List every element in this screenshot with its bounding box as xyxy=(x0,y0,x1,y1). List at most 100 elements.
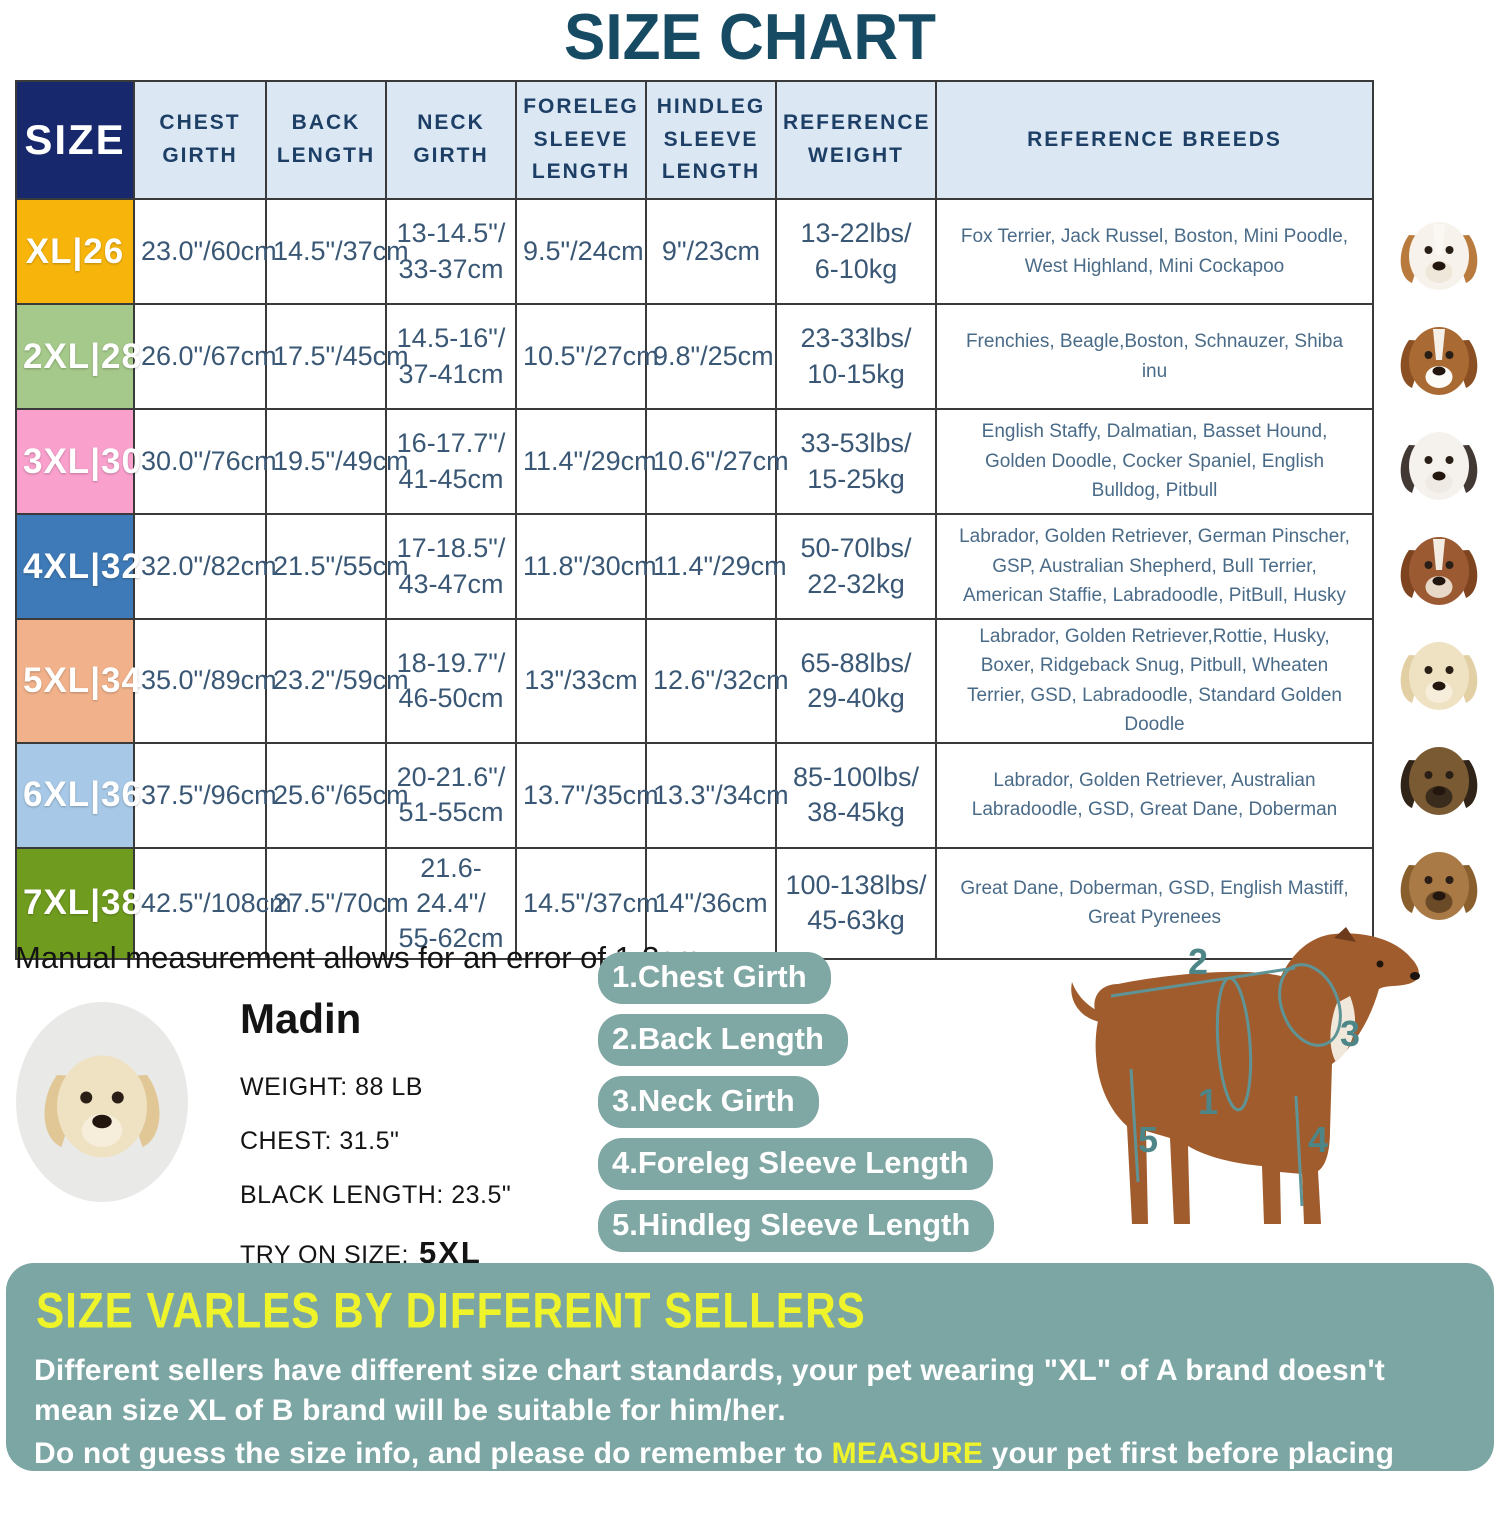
reference-breeds-value: Fox Terrier, Jack Russel, Boston, Mini P… xyxy=(935,198,1374,305)
reference-breeds-value: Labrador, Golden Retriever, Australian L… xyxy=(935,741,1374,849)
size-label-6xl: 6XL|36 xyxy=(15,741,141,849)
size-warning-line2: Do not guess the size info, and please d… xyxy=(34,1434,1470,1513)
marker-chest-girth: 1 xyxy=(1198,1081,1218,1122)
reference-breeds-value: Labrador, Golden Retriever, German Pinsc… xyxy=(935,513,1374,620)
foreleg-sleeve-value: 11.8"/30cm xyxy=(515,513,657,620)
hindleg-sleeve-value: 10.6"/27cm xyxy=(645,408,789,515)
jack-russell-terrier-photo xyxy=(1384,203,1494,303)
back-length-value: 21.5"/55cm xyxy=(265,513,409,620)
reference-breeds-value: Great Dane, Doberman, GSD, English Masti… xyxy=(935,846,1374,961)
size-warning-heading: SIZE VARLES BY DIFFERENT SELLERS xyxy=(36,1281,866,1339)
back-length-value: 27.5"/70cm xyxy=(265,846,409,961)
great-dane-photo xyxy=(1384,833,1494,933)
reference-breeds-value: English Staffy, Dalmatian, Basset Hound,… xyxy=(935,408,1374,515)
neck-girth-value: 20-21.6"/ 51-55cm xyxy=(385,741,517,849)
table-row: XL|26 23.0"/60cm 14.5"/37cm 13-14.5"/ 33… xyxy=(15,198,1374,305)
size-label-3xl: 3XL|30 xyxy=(15,408,141,515)
table-row: 7XL|38 42.5"/108cm 27.5"/70cm 21.6-24.4"… xyxy=(15,846,1374,961)
neck-girth-value: 18-19.7"/ 46-50cm xyxy=(385,618,517,744)
measure-guide-neck-girth: 3.Neck Girth xyxy=(598,1076,819,1128)
reference-breeds-value: Labrador, Golden Retriever,Rottie, Husky… xyxy=(935,618,1374,744)
labrador-photo xyxy=(1384,623,1494,723)
hindleg-sleeve-value: 11.4"/29cm xyxy=(645,513,787,620)
measure-guide-back-length: 2.Back Length xyxy=(598,1014,848,1066)
neck-girth-value: 16-17.7"/ 41-45cm xyxy=(385,408,517,515)
table-row: 3XL|30 30.0"/76cm 19.5"/49cm 16-17.7"/ 4… xyxy=(15,408,1374,515)
dog-tail xyxy=(1071,982,1104,1022)
header-back-length: BACK LENGTH xyxy=(265,80,387,200)
dog-chest-patch xyxy=(1330,996,1356,1062)
german-shepherd-photo xyxy=(1384,728,1494,828)
hindleg-sleeve-value: 14"/36cm xyxy=(645,846,777,961)
hindleg-sleeve-value: 12.6"/32cm xyxy=(645,618,789,744)
table-row: 5XL|34 35.0"/89cm 23.2"/59cm 18-19.7"/ 4… xyxy=(15,618,1374,744)
header-chest-girth: CHEST GIRTH xyxy=(133,80,267,200)
foreleg-sleeve-value: 14.5"/37cm xyxy=(515,846,659,961)
marker-hindleg-sleeve: 5 xyxy=(1138,1119,1158,1160)
hindleg-sleeve-value: 9.8"/25cm xyxy=(645,303,777,410)
measure-guide-list: 1.Chest Girth 2.Back Length 3.Neck Girth… xyxy=(598,952,995,1262)
model-weight: WEIGHT: 88 LB xyxy=(240,1073,423,1101)
neck-girth-value: 21.6-24.4"/ 55-62cm xyxy=(385,846,517,961)
marker-neck-girth: 3 xyxy=(1340,1013,1360,1054)
dog-eye xyxy=(1376,960,1384,968)
table-header-row: SIZE CHEST GIRTH BACK LENGTH NECK GIRTH … xyxy=(15,80,1374,200)
foreleg-sleeve-value: 13"/33cm xyxy=(515,618,647,744)
header-reference-breeds: REFERENCE BREEDS xyxy=(935,80,1374,200)
table-row: 2XL|28 26.0"/67cm 17.5"/45cm 14.5-16"/ 3… xyxy=(15,303,1374,410)
marker-foreleg-sleeve: 4 xyxy=(1308,1119,1328,1160)
model-dog-name: Madin xyxy=(240,995,362,1042)
warning-text-pre: Do not guess the size info, and please d… xyxy=(34,1437,832,1471)
chest-girth-value: 30.0"/76cm xyxy=(133,408,277,515)
neck-girth-value: 17-18.5"/ 43-47cm xyxy=(385,513,517,620)
marker-back-length: 2 xyxy=(1188,941,1208,982)
dog-ear xyxy=(1334,927,1356,942)
page-title: SIZE CHART xyxy=(564,1,936,74)
back-length-value: 19.5"/49cm xyxy=(265,408,409,515)
reference-weight-value: 65-88lbs/ 29-40kg xyxy=(775,618,937,744)
header-reference-weight: REFERENCE WEIGHT xyxy=(775,80,937,200)
measure-guide-chest-girth: 1.Chest Girth xyxy=(598,952,831,1004)
neck-girth-value: 14.5-16"/ 37-41cm xyxy=(385,303,517,410)
reference-weight-value: 23-33lbs/ 10-15kg xyxy=(775,303,937,410)
measure-guide-foreleg-sleeve: 4.Foreleg Sleeve Length xyxy=(598,1138,993,1190)
model-chest: CHEST: 31.5" xyxy=(240,1127,400,1155)
size-label-7xl: 7XL|38 xyxy=(15,846,141,961)
reference-weight-value: 85-100lbs/ 38-45kg xyxy=(775,741,937,849)
size-label-2xl: 2XL|28 xyxy=(15,303,141,410)
reference-weight-value: 33-53lbs/ 15-25kg xyxy=(775,408,937,515)
size-label-4xl: 4XL|32 xyxy=(15,513,141,620)
size-warning-banner: SIZE VARLES BY DIFFERENT SELLERS Differe… xyxy=(6,1263,1494,1510)
foreleg-sleeve-value: 13.7"/35cm xyxy=(515,741,659,849)
measure-highlight: MEASURE xyxy=(831,1437,984,1471)
table-row: 6XL|36 37.5"/96cm 25.6"/65cm 20-21.6"/ 5… xyxy=(15,741,1374,849)
back-length-value: 14.5"/37cm xyxy=(265,198,409,305)
size-warning-line1: Different sellers have different size ch… xyxy=(34,1354,1385,1427)
chest-girth-value: 42.5"/108cm xyxy=(133,846,292,961)
pitbull-photo xyxy=(1384,518,1494,618)
dog-measuring-illustration: 1 2 3 4 5 xyxy=(1071,927,1420,1224)
beagle-photo xyxy=(1384,308,1494,408)
header-hindleg-sleeve-length: HINDLEG SLEEVE LENGTH xyxy=(645,80,777,200)
size-label-5xl: 5XL|34 xyxy=(15,618,141,744)
model-dog-photo xyxy=(16,1002,188,1202)
size-label-xl: XL|26 xyxy=(15,198,135,305)
chest-girth-value: 23.0"/60cm xyxy=(133,198,277,305)
dog-silhouette xyxy=(1094,933,1419,1224)
back-length-value: 23.2"/59cm xyxy=(265,618,409,744)
back-length-value: 25.6"/65cm xyxy=(265,741,409,849)
hindleg-sleeve-value: 9"/23cm xyxy=(645,198,777,305)
header-foreleg-sleeve-length: FORELEG SLEEVE LENGTH xyxy=(515,80,647,200)
dalmatian-photo xyxy=(1384,413,1494,513)
foreleg-sleeve-value: 10.5"/27cm xyxy=(515,303,659,410)
back-length-value: 17.5"/45cm xyxy=(265,303,409,410)
dog-nose xyxy=(1410,972,1420,980)
size-chart-table: SIZE CHEST GIRTH BACK LENGTH NECK GIRTH … xyxy=(15,80,1374,961)
chest-girth-value: 26.0"/67cm xyxy=(133,303,277,410)
header-size: SIZE xyxy=(15,80,135,200)
reference-breeds-value: Frenchies, Beagle,Boston, Schnauzer, Shi… xyxy=(935,303,1374,410)
measurement-error-note: Manual measurement allows for an error o… xyxy=(15,940,701,975)
foreleg-sleeve-value: 9.5"/24cm xyxy=(515,198,647,305)
labrador-head-photo xyxy=(27,1027,177,1177)
chest-girth-value: 37.5"/96cm xyxy=(133,741,277,849)
